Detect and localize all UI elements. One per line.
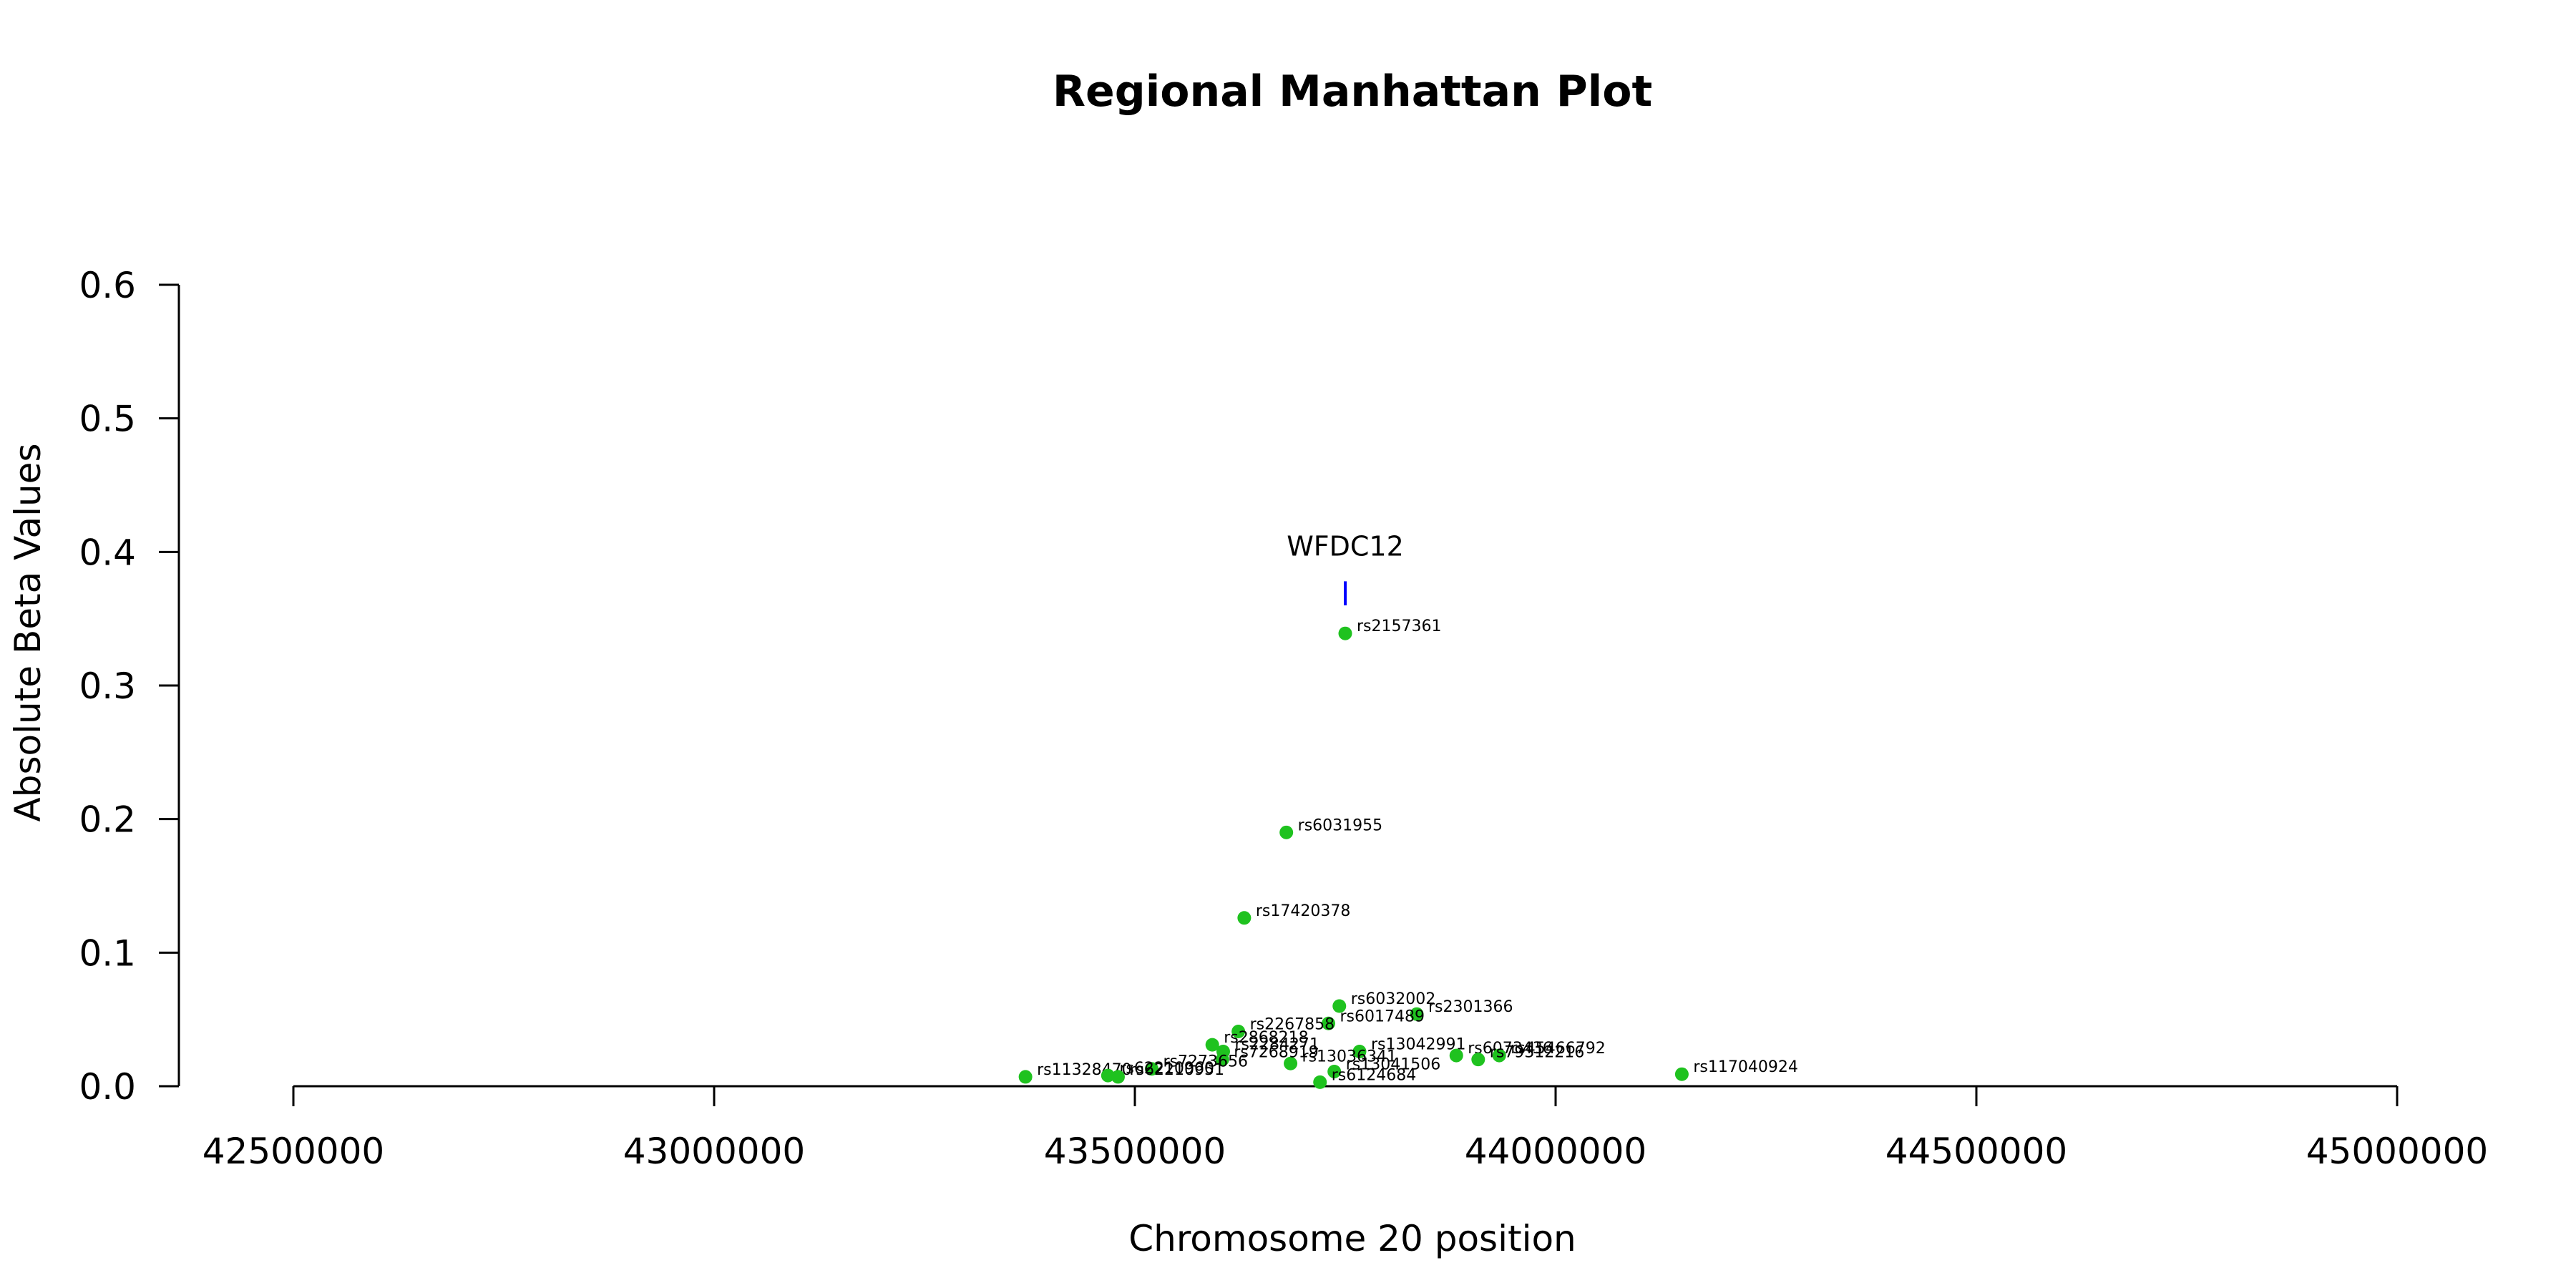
x-tick-label: 42500000 xyxy=(203,1131,385,1172)
point-label: rs7268919 xyxy=(1234,1044,1319,1062)
data-point xyxy=(1471,1053,1485,1067)
data-point xyxy=(1284,1056,1298,1070)
x-tick-label: 43000000 xyxy=(623,1131,806,1172)
point-label: rs6124684 xyxy=(1332,1066,1417,1084)
point-label: rs79312216 xyxy=(1490,1044,1584,1062)
data-point xyxy=(1215,1053,1229,1067)
data-point xyxy=(1410,1007,1424,1021)
point-label: rs13041506 xyxy=(1346,1055,1440,1073)
data-point xyxy=(1018,1070,1033,1084)
data-point xyxy=(1231,1024,1246,1038)
point-label: rs2267858 xyxy=(1250,1015,1335,1033)
y-tick-label: 0.3 xyxy=(79,665,136,707)
x-tick-label: 44000000 xyxy=(1465,1131,1647,1172)
data-point xyxy=(1332,999,1347,1013)
chart-title: Regional Manhattan Plot xyxy=(1053,67,1652,117)
data-point xyxy=(1279,825,1294,839)
gene-label: WFDC12 xyxy=(1287,530,1404,562)
point-label: rs13042991 xyxy=(1371,1035,1465,1053)
data-point xyxy=(1145,1062,1159,1076)
point-label: rs13036341 xyxy=(1302,1048,1397,1065)
point-label: rs45466792 xyxy=(1511,1040,1605,1058)
point-label: rs2301366 xyxy=(1428,998,1513,1016)
y-tick-label: 0.1 xyxy=(79,932,136,974)
y-tick-label: 0.5 xyxy=(79,399,136,440)
y-tick-label: 0.6 xyxy=(79,265,136,306)
y-tick-label: 0.4 xyxy=(79,532,136,573)
data-point xyxy=(1321,1016,1335,1030)
y-tick-label: 0.2 xyxy=(79,799,136,841)
x-tick-label: 43500000 xyxy=(1044,1131,1226,1172)
point-label: rs62210951 xyxy=(1129,1061,1224,1079)
gene-layer: WFDC12 xyxy=(1287,530,1404,605)
point-label: rs17420378 xyxy=(1256,902,1350,920)
point-label: rs6032002 xyxy=(1351,990,1436,1008)
data-point xyxy=(1352,1044,1367,1058)
data-point xyxy=(1313,1075,1327,1089)
y-axis-label: Absolute Beta Values xyxy=(7,444,49,822)
point-label: rs2284271 xyxy=(1234,1035,1319,1053)
x-axis-label: Chromosome 20 position xyxy=(1128,1218,1576,1259)
axes: 42500000 43000000 43500000 44000000 44500000… xyxy=(79,265,2488,1172)
point-label: rs6031955 xyxy=(1298,816,1383,834)
data-point xyxy=(1338,626,1352,640)
data-point xyxy=(1237,911,1252,925)
y-tick-label: 0.0 xyxy=(79,1066,136,1108)
data-point xyxy=(1674,1067,1689,1081)
point-label: rs2868218 xyxy=(1224,1029,1309,1047)
points-layer: rs2157361rs6031955rs17420378rs6032002rs2… xyxy=(1018,618,1798,1089)
data-point xyxy=(1101,1068,1115,1083)
data-point xyxy=(1327,1064,1342,1078)
data-point xyxy=(1449,1048,1463,1063)
point-label: rs2157361 xyxy=(1357,618,1442,635)
x-tick-label: 45000000 xyxy=(2306,1131,2489,1172)
data-point xyxy=(1111,1070,1125,1084)
point-label: rs6017489 xyxy=(1340,1008,1425,1025)
point-label: rs7273656 xyxy=(1163,1053,1249,1071)
point-label: rs62210960 xyxy=(1119,1060,1214,1078)
x-tick-label: 44500000 xyxy=(1885,1131,2068,1172)
point-label: rs117040924 xyxy=(1693,1058,1797,1076)
data-point xyxy=(1205,1038,1219,1052)
data-point xyxy=(1492,1048,1506,1063)
